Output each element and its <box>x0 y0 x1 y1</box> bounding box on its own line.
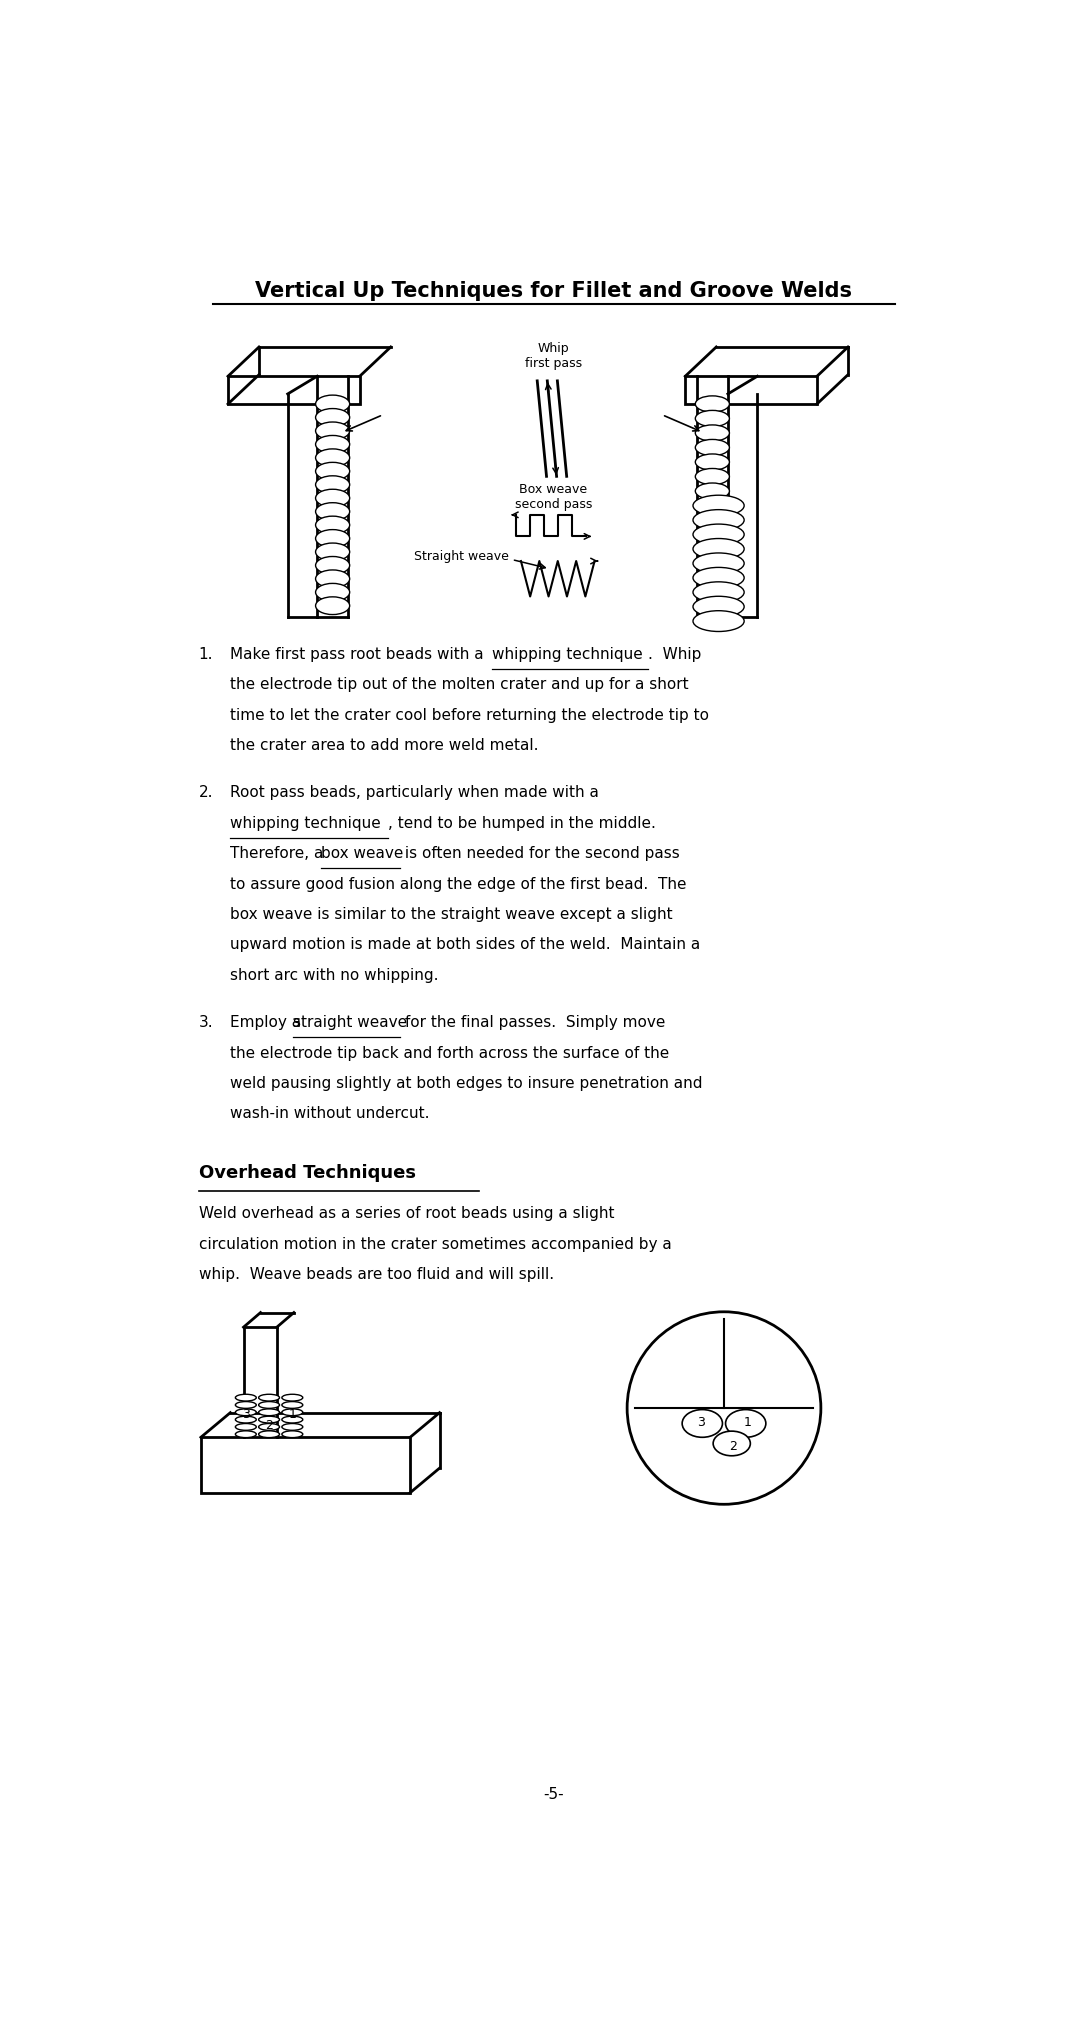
Text: box weave is similar to the straight weave except a slight: box weave is similar to the straight wea… <box>230 907 672 922</box>
Text: Employ a: Employ a <box>230 1015 306 1030</box>
Ellipse shape <box>315 410 350 426</box>
Text: Root pass beads, particularly when made with a: Root pass beads, particularly when made … <box>230 785 598 799</box>
Text: wash-in without undercut.: wash-in without undercut. <box>230 1105 429 1121</box>
Bar <box>685 377 816 406</box>
Ellipse shape <box>258 1417 280 1423</box>
Text: box weave: box weave <box>321 846 403 860</box>
Ellipse shape <box>315 489 350 508</box>
Ellipse shape <box>696 412 729 428</box>
Text: short arc with no whipping.: short arc with no whipping. <box>230 966 438 983</box>
Ellipse shape <box>693 597 744 618</box>
Text: to assure good fusion along the edge of the first bead.  The: to assure good fusion along the edge of … <box>230 877 686 891</box>
Text: Weld overhead as a series of root beads using a slight: Weld overhead as a series of root beads … <box>199 1205 615 1221</box>
Text: Make first pass root beads with a: Make first pass root beads with a <box>230 646 488 661</box>
Ellipse shape <box>696 455 729 471</box>
Text: Straight weave: Straight weave <box>414 551 509 563</box>
Ellipse shape <box>258 1395 280 1401</box>
Ellipse shape <box>282 1431 302 1437</box>
Ellipse shape <box>693 569 744 589</box>
Ellipse shape <box>315 463 350 481</box>
Ellipse shape <box>258 1403 280 1409</box>
Ellipse shape <box>315 557 350 575</box>
Text: time to let the crater cool before returning the electrode tip to: time to let the crater cool before retur… <box>230 708 708 722</box>
Text: .  Whip: . Whip <box>648 646 701 661</box>
Ellipse shape <box>282 1395 302 1401</box>
Ellipse shape <box>693 538 744 561</box>
Text: 3: 3 <box>697 1415 704 1427</box>
Text: -5-: -5- <box>543 1786 564 1800</box>
Ellipse shape <box>693 555 744 575</box>
Ellipse shape <box>258 1431 280 1437</box>
Ellipse shape <box>315 477 350 493</box>
Text: Whip
first pass: Whip first pass <box>525 343 582 371</box>
Text: 2: 2 <box>729 1440 738 1452</box>
Ellipse shape <box>693 510 744 532</box>
Ellipse shape <box>282 1417 302 1423</box>
Ellipse shape <box>235 1417 256 1423</box>
Ellipse shape <box>315 436 350 455</box>
Ellipse shape <box>693 583 744 604</box>
Ellipse shape <box>315 504 350 522</box>
Text: is often needed for the second pass: is often needed for the second pass <box>400 846 679 860</box>
Text: , tend to be humped in the middle.: , tend to be humped in the middle. <box>389 816 657 830</box>
Ellipse shape <box>693 524 744 546</box>
Text: the electrode tip out of the molten crater and up for a short: the electrode tip out of the molten crat… <box>230 677 688 691</box>
Ellipse shape <box>713 1431 751 1456</box>
Bar <box>201 1437 410 1493</box>
Text: 2: 2 <box>265 1419 273 1431</box>
Ellipse shape <box>235 1431 256 1437</box>
Text: Box weave
second pass: Box weave second pass <box>515 483 592 512</box>
Ellipse shape <box>696 426 729 442</box>
Text: 3: 3 <box>242 1407 249 1421</box>
Text: 1: 1 <box>743 1415 752 1427</box>
Ellipse shape <box>315 571 350 589</box>
Ellipse shape <box>315 518 350 534</box>
Ellipse shape <box>696 440 729 457</box>
Ellipse shape <box>726 1409 766 1437</box>
Text: weld pausing slightly at both edges to insure penetration and: weld pausing slightly at both edges to i… <box>230 1075 702 1091</box>
Text: 1: 1 <box>288 1407 296 1421</box>
Ellipse shape <box>696 498 729 514</box>
Text: Vertical Up Techniques for Fillet and Groove Welds: Vertical Up Techniques for Fillet and Gr… <box>255 281 852 302</box>
Ellipse shape <box>315 544 350 561</box>
Ellipse shape <box>315 451 350 467</box>
Text: for the final passes.  Simply move: for the final passes. Simply move <box>400 1015 665 1030</box>
Text: Overhead Techniques: Overhead Techniques <box>199 1162 416 1181</box>
Ellipse shape <box>315 597 350 616</box>
Text: 1.: 1. <box>199 646 213 661</box>
Ellipse shape <box>315 422 350 440</box>
Ellipse shape <box>315 583 350 602</box>
Text: 3.: 3. <box>199 1015 213 1030</box>
Ellipse shape <box>235 1423 256 1431</box>
Ellipse shape <box>693 495 744 516</box>
Ellipse shape <box>696 398 729 412</box>
Ellipse shape <box>235 1403 256 1409</box>
Text: whipping technique: whipping technique <box>230 816 380 830</box>
Ellipse shape <box>315 530 350 548</box>
Ellipse shape <box>258 1409 280 1415</box>
Text: whipping technique: whipping technique <box>491 646 643 661</box>
Text: upward motion is made at both sides of the weld.  Maintain a: upward motion is made at both sides of t… <box>230 938 700 952</box>
Text: Therefore, a: Therefore, a <box>230 846 328 860</box>
Ellipse shape <box>315 396 350 414</box>
Ellipse shape <box>282 1423 302 1431</box>
Text: the electrode tip back and forth across the surface of the: the electrode tip back and forth across … <box>230 1046 669 1060</box>
Ellipse shape <box>696 483 729 500</box>
Text: whip.  Weave beads are too fluid and will spill.: whip. Weave beads are too fluid and will… <box>199 1266 554 1280</box>
Ellipse shape <box>693 612 744 632</box>
Ellipse shape <box>235 1395 256 1401</box>
Ellipse shape <box>696 469 729 485</box>
Text: circulation motion in the crater sometimes accompanied by a: circulation motion in the crater sometim… <box>199 1236 672 1252</box>
Text: 2.: 2. <box>199 785 213 799</box>
Text: the crater area to add more weld metal.: the crater area to add more weld metal. <box>230 738 538 752</box>
Ellipse shape <box>282 1403 302 1409</box>
Text: straight weave: straight weave <box>293 1015 407 1030</box>
Ellipse shape <box>282 1409 302 1415</box>
Ellipse shape <box>235 1409 256 1415</box>
Ellipse shape <box>258 1423 280 1431</box>
Ellipse shape <box>683 1409 723 1437</box>
Circle shape <box>627 1313 821 1505</box>
Bar <box>228 377 360 406</box>
